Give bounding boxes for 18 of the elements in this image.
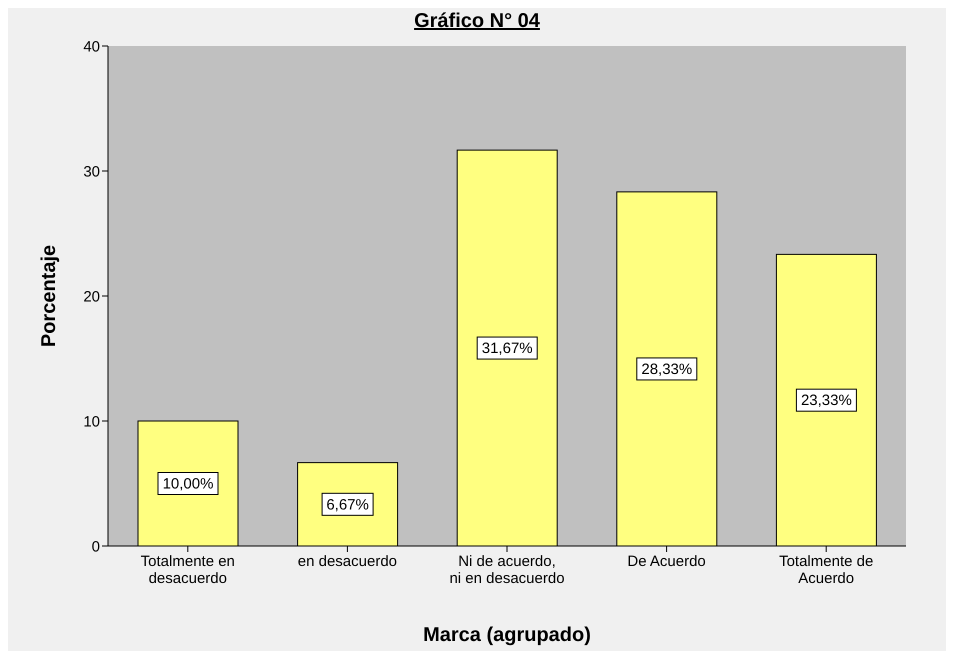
y-tick-label: 40: [83, 38, 100, 56]
y-tick-label: 0: [92, 538, 100, 556]
x-tick-label: Totalmente en desacuerdo: [140, 553, 235, 587]
y-tick-label: 30: [83, 163, 100, 180]
data-label: 23,33%: [800, 392, 852, 410]
x-tick-label: De Acuerdo: [627, 553, 706, 570]
data-label: 10,00%: [162, 476, 214, 492]
x-axis-title: Marca (agrupado): [423, 624, 591, 646]
x-tick-label: Ni de acuerdo, ni en desacuerdo: [449, 553, 565, 587]
x-tick-label: Totalmente de Acuerdo: [779, 553, 874, 587]
x-tick-label: en desacuerdo: [298, 553, 398, 570]
y-axis-title: Porcentaje: [38, 244, 60, 348]
y-tick-label: 10: [83, 413, 100, 430]
data-label: 31,67%: [482, 340, 533, 358]
data-label: 28,33%: [641, 360, 692, 378]
y-tick-label: 20: [83, 288, 100, 306]
data-label: 6,67%: [326, 496, 369, 514]
chart-title: Gráfico N° 04: [413, 9, 541, 34]
